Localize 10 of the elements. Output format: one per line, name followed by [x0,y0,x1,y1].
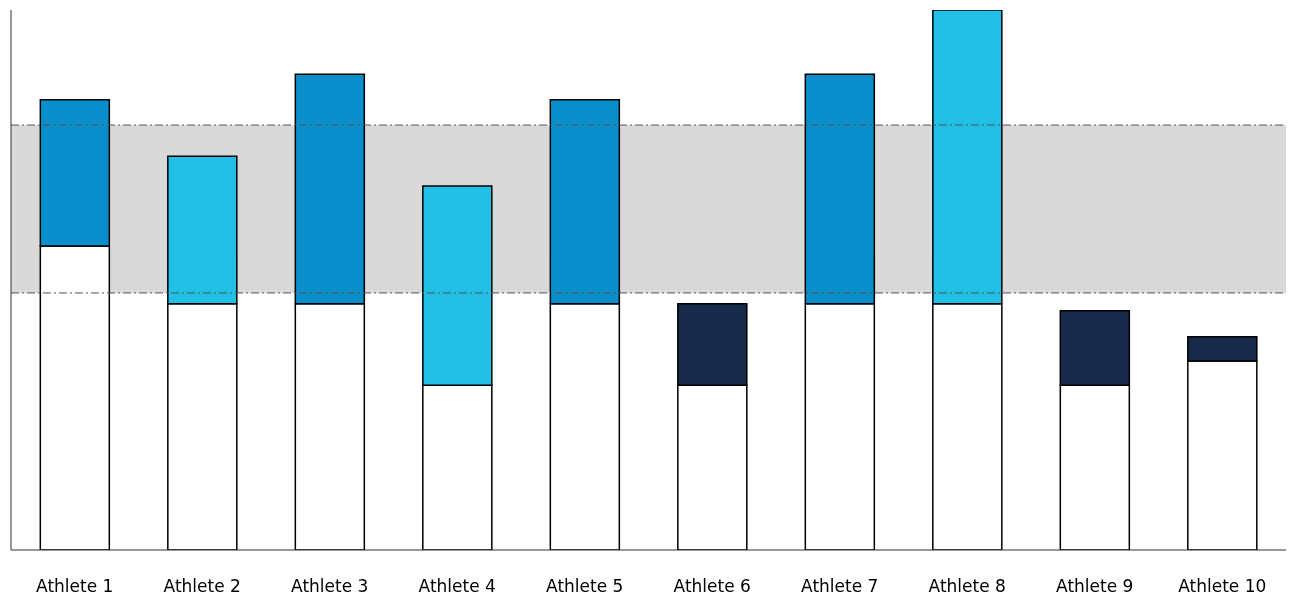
x-tick-label: Athlete 1 [36,576,114,596]
x-tick-label: Athlete 5 [546,576,624,596]
x-tick-label: Athlete 9 [1056,576,1134,596]
x-tick-label: Athlete 2 [163,576,241,596]
x-tick-label: Athlete 8 [928,576,1006,596]
x-tick-label: Athlete 4 [418,576,496,596]
x-tick-label: Athlete 10 [1178,576,1267,596]
x-tick-label: Athlete 7 [801,576,879,596]
x-tick-label: Athlete 6 [673,576,751,596]
x-tick-label: Athlete 3 [291,576,369,596]
